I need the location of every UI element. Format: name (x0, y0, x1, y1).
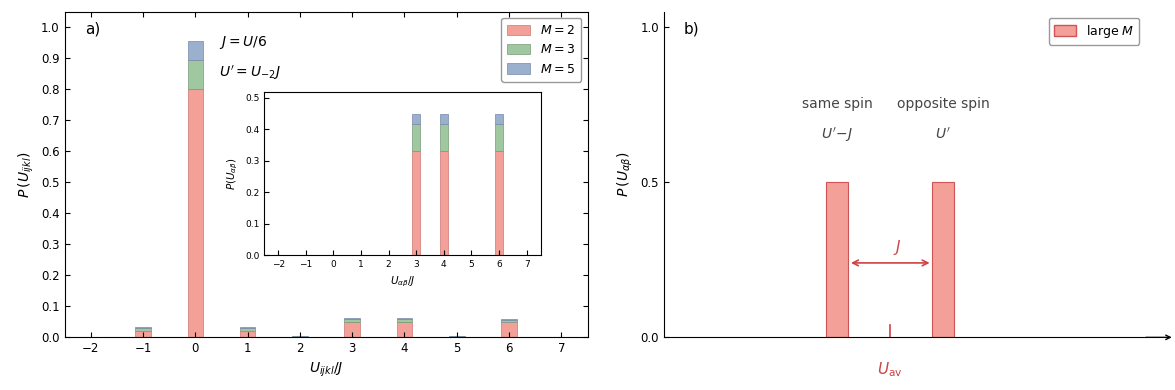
Bar (240, 327, 255, 328)
Bar (188, 41, 203, 60)
Bar (188, 60, 203, 89)
Bar (412, 114, 421, 124)
X-axis label: $U_{ijkl} / J$: $U_{ijkl} / J$ (309, 361, 343, 379)
Bar (439, 124, 448, 151)
Text: b): b) (683, 21, 699, 37)
Bar (502, 320, 517, 323)
Y-axis label: $P\,(U_{ijkl})$: $P\,(U_{ijkl})$ (16, 151, 35, 198)
Bar (240, 328, 255, 331)
Text: a): a) (86, 21, 101, 37)
Text: same spin: same spin (801, 97, 873, 111)
Bar (439, 114, 448, 124)
Text: $U'=U_{-2}J$: $U'=U_{-2}J$ (219, 64, 281, 82)
Legend: large $M$: large $M$ (1048, 18, 1140, 45)
Bar (412, 124, 421, 151)
Text: $U'$: $U'$ (935, 127, 951, 142)
Bar (439, 151, 448, 255)
Bar (135, 328, 150, 331)
Bar (495, 151, 503, 255)
Text: $U_{\mathrm{av}}$: $U_{\mathrm{av}}$ (878, 360, 904, 379)
Bar (495, 124, 503, 151)
Bar (135, 331, 150, 337)
Bar (495, 114, 503, 124)
X-axis label: $U_{\alpha\beta} / J$: $U_{\alpha\beta} / J$ (390, 275, 415, 289)
Bar (933, 182, 954, 337)
Text: $U'\!-\!J$: $U'\!-\!J$ (821, 126, 853, 144)
Text: $J=U/6$: $J=U/6$ (219, 34, 267, 51)
Text: $J$: $J$ (893, 238, 901, 257)
Bar (135, 327, 150, 328)
Bar (502, 323, 517, 337)
Bar (826, 182, 848, 337)
Bar (397, 319, 412, 322)
Bar (502, 319, 517, 320)
Legend: $M=2$, $M=3$, $M=5$: $M=2$, $M=3$, $M=5$ (502, 18, 582, 82)
Bar (188, 89, 203, 337)
Text: opposite spin: opposite spin (897, 97, 989, 111)
Bar (344, 322, 360, 337)
Bar (397, 322, 412, 337)
Bar (344, 319, 360, 322)
Bar (344, 318, 360, 319)
Bar (397, 318, 412, 319)
Bar (240, 331, 255, 337)
Bar (412, 151, 421, 255)
Y-axis label: $P\,(U_{\alpha\beta})$: $P\,(U_{\alpha\beta})$ (616, 152, 635, 197)
Y-axis label: $P(U_{\alpha\beta})$: $P(U_{\alpha\beta})$ (226, 157, 240, 190)
